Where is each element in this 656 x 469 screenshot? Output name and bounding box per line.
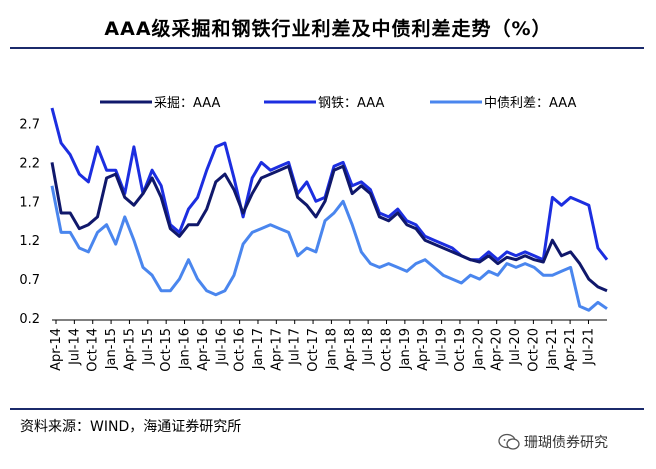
wechat-icon [498, 433, 520, 450]
legend-item-cbond: 中债利差：AAA [430, 96, 577, 111]
x-tick-label: Jul-20 [508, 328, 523, 366]
x-tick-label: Apr-19 [416, 328, 431, 371]
x-tick-label: Jan-21 [545, 328, 560, 370]
y-tick-label: 2.2 [19, 156, 40, 171]
x-tick-label: Jan-20 [471, 328, 486, 370]
series-layer [50, 107, 609, 312]
x-tick-label: Jan-19 [398, 328, 413, 370]
x-tick-label: Jul-19 [435, 328, 450, 366]
x-tick-label: Oct-19 [453, 328, 468, 372]
x-tick-label: Jul-14 [67, 328, 82, 366]
x-tick-label: Apr-14 [49, 328, 64, 371]
series-line-cbond [50, 185, 608, 312]
series-line-mining [50, 162, 608, 293]
x-tick-label: Jul-17 [288, 328, 303, 366]
title-divider [10, 47, 644, 49]
y-axis-ticks: 2.7 2.2 1.7 1.2 0.7 0.2 [19, 118, 40, 327]
legend-item-mining: 采掘：AAA [100, 96, 221, 111]
x-tick-label: Jan-16 [178, 328, 193, 370]
y-tick-label: 0.7 [19, 273, 40, 288]
x-tick-label: Oct-17 [306, 328, 321, 372]
x-tick-label: Oct-16 [233, 328, 248, 372]
legend-label-steel: 钢铁：AAA [318, 96, 385, 111]
x-tick-label: Jul-21 [581, 328, 596, 366]
line-chart: 2.72.21.71.20.70.2 Apr-14 Jul-14 Oct-14 Jan… [19, 96, 609, 372]
x-tick-label: Oct-18 [380, 328, 395, 372]
x-tick-label: Oct-14 [86, 328, 101, 372]
x-tick-label: Apr-20 [490, 328, 505, 371]
legend-label-cbond: 中债利差：AAA [484, 96, 577, 111]
x-tick-label: Apr-21 [563, 328, 578, 371]
legend-label-mining: 采掘：AAA [154, 96, 221, 111]
footer-divider [10, 408, 644, 410]
y-tick-label: 1.2 [19, 234, 40, 249]
x-tick-label: Apr-15 [122, 328, 137, 371]
x-tick-label: Jul-15 [141, 328, 156, 366]
x-tick-label: Apr-17 [269, 328, 284, 371]
x-tick-label: Jan-17 [251, 328, 266, 370]
x-tick-label: Jul-16 [214, 328, 229, 366]
legend-item-steel: 钢铁：AAA [264, 96, 385, 111]
legend: 采掘：AAA 钢铁：AAA 中债利差：AAA [100, 96, 577, 111]
chart-title: AAA级采掘和钢铁行业利差及中债利差走势（%） [104, 18, 552, 40]
x-tick-label: Jan-18 [324, 328, 339, 370]
source-note: 资料来源：WIND，海通证券研究所 [20, 419, 242, 435]
x-tick-label: Oct-15 [159, 328, 174, 372]
watermark: 珊瑚债券研究 [524, 435, 608, 451]
x-tick-label: Jul-18 [361, 328, 376, 366]
y-tick-label: 1.7 [19, 195, 40, 210]
x-axis: Apr-14 Jul-14 Oct-14 Jan-15 Apr-15 Jul-15 Oct-… [49, 319, 607, 372]
y-tick-label: 2.7 [19, 118, 40, 133]
x-tick-label: Jan-15 [104, 328, 119, 370]
x-tick-label: Oct-20 [526, 328, 541, 372]
y-tick-label: 0.2 [19, 312, 40, 327]
x-tick-label: Apr-18 [343, 328, 358, 371]
x-tick-label: Apr-16 [196, 328, 211, 371]
